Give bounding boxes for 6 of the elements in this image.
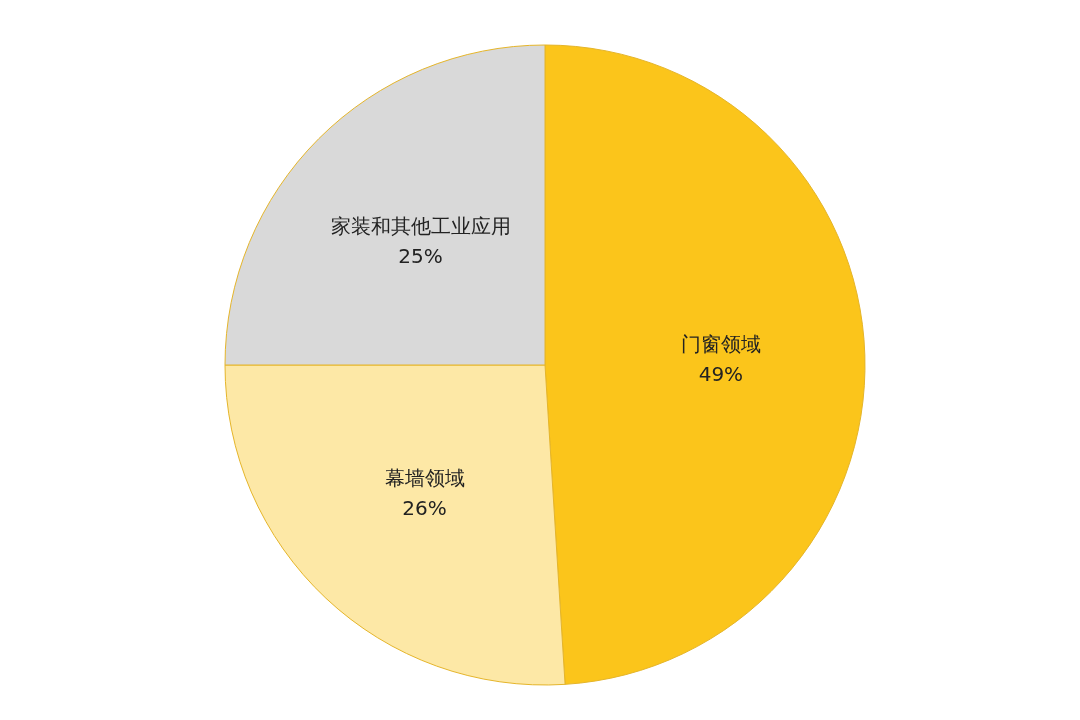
data-label: 25% [398,243,443,268]
data-label: 26% [402,496,447,521]
slice-label: 家装和其他工业应用 [330,213,511,238]
slice-label: 幕墙领域 [384,466,465,491]
data-label: 49% [698,362,744,387]
slice-label: 门窗领域 [680,332,761,357]
